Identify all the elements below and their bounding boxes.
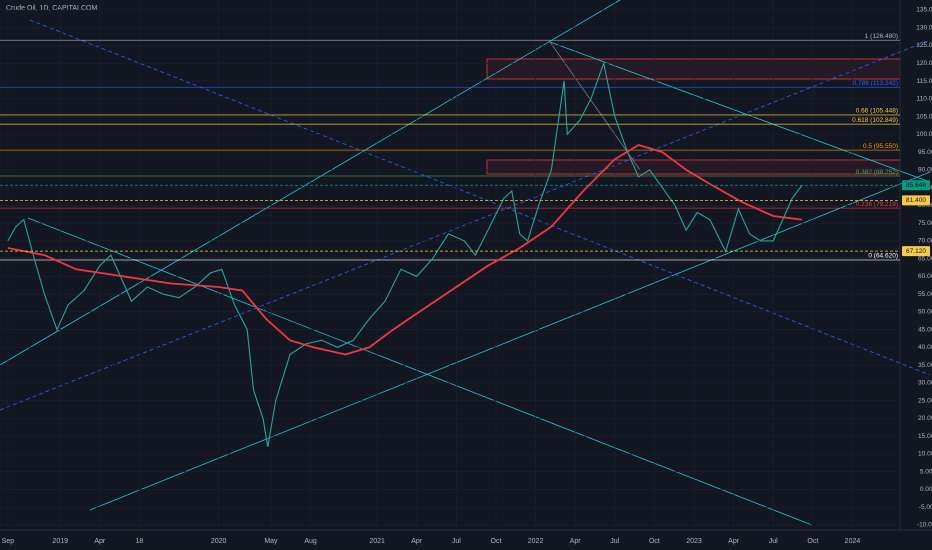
x-tick-label: 2021 [369, 538, 385, 545]
y-tick-label: 105.000 [916, 113, 932, 120]
y-tick-label: -10.000 [917, 522, 932, 529]
fib-label: 0.786 (113.242) [853, 80, 898, 87]
y-tick-label: 5.000 [920, 468, 932, 475]
x-tick-label: 2022 [528, 538, 544, 545]
y-tick-label: 0.000 [920, 486, 932, 493]
y-tick-label: 95.000 [918, 149, 932, 156]
x-tick-label: Apr [411, 538, 423, 545]
y-tick-label: 60.000 [918, 273, 932, 280]
y-tick-label: 35.000 [918, 362, 932, 369]
y-tick-label: 10.000 [918, 451, 932, 458]
y-tick-label: 90.000 [918, 167, 932, 174]
y-tick-label: 80.000 [918, 202, 932, 209]
zone [486, 159, 901, 175]
y-tick-label: 115.000 [916, 78, 932, 85]
y-tick-label: 50.000 [918, 309, 932, 316]
fib-label: 1 (126.480) [865, 33, 898, 40]
y-tick-label: 25.000 [918, 397, 932, 404]
x-tick-label: 2024 [845, 538, 861, 545]
y-tick-label: 70.000 [918, 238, 932, 245]
y-tick-label: 130.000 [916, 24, 932, 31]
x-tick-label: Oct [491, 538, 502, 545]
fib-label: 0.382 (88.252) [856, 169, 898, 176]
y-tick-label: 100.000 [916, 131, 932, 138]
trend-line [0, 0, 621, 366]
zone [486, 58, 901, 80]
y-tick-label: 135.000 [916, 7, 932, 14]
fib-label: 0.236 (79.219) [856, 201, 898, 208]
x-tick-label: Oct [807, 538, 818, 545]
y-tick-label: 110.000 [916, 96, 932, 103]
x-tick-label: 2023 [686, 538, 702, 545]
fib-label: 0.618 (102.849) [852, 117, 898, 124]
x-tick-label: 18 [136, 538, 144, 545]
series-line [7, 144, 802, 356]
x-tick-label: Sep [2, 538, 15, 545]
y-tick-label: 20.000 [918, 415, 932, 422]
x-tick-label: 2019 [52, 538, 68, 545]
y-tick-label: 65.000 [918, 255, 932, 262]
dashed-line [29, 19, 931, 376]
price-tag [902, 195, 930, 206]
y-tick-label: 30.000 [918, 380, 932, 387]
x-tick-label: Oct [649, 538, 660, 545]
x-tick-label: Jul [769, 538, 778, 545]
x-tick-label: Apr [570, 538, 582, 545]
fib-label: 0.66 (105.448) [856, 108, 898, 115]
y-tick-label: -5.000 [919, 504, 932, 511]
price-tag-label: 67.120 [906, 248, 926, 255]
price-tag-label: 85.648 [906, 182, 926, 189]
y-tick-label: 75.000 [918, 220, 932, 227]
y-tick-label: 45.000 [918, 326, 932, 333]
fib-label: 0 (64.620) [868, 253, 898, 260]
y-tick-label: 55.000 [918, 291, 932, 298]
series-line [7, 61, 803, 447]
drawings [0, 0, 932, 531]
trend-line [549, 41, 931, 183]
x-tick-label: 2020 [211, 538, 227, 545]
x-tick-label: May [264, 538, 278, 545]
price-tag [902, 246, 930, 257]
fib-label: 0.5 (95.550) [863, 143, 898, 150]
dashed-line [0, 39, 931, 411]
y-tick-label: 40.000 [918, 344, 932, 351]
x-tick-label: Apr [728, 538, 740, 545]
y-tick-label: 125.000 [916, 42, 932, 49]
x-tick-label: Jul [610, 538, 619, 545]
x-tick-label: Jul [452, 538, 461, 545]
chart-title: Crude Oil, 1D, CAPITALCOM [6, 5, 97, 12]
x-tick-label: Apr [94, 538, 106, 545]
price-tag [902, 180, 930, 191]
price-tag-label: 81.400 [906, 197, 926, 204]
trend-line [27, 217, 813, 526]
y-tick-label: 15.000 [918, 433, 932, 440]
x-tick-label: Aug [304, 538, 317, 545]
y-tick-label: 120.000 [916, 60, 932, 67]
